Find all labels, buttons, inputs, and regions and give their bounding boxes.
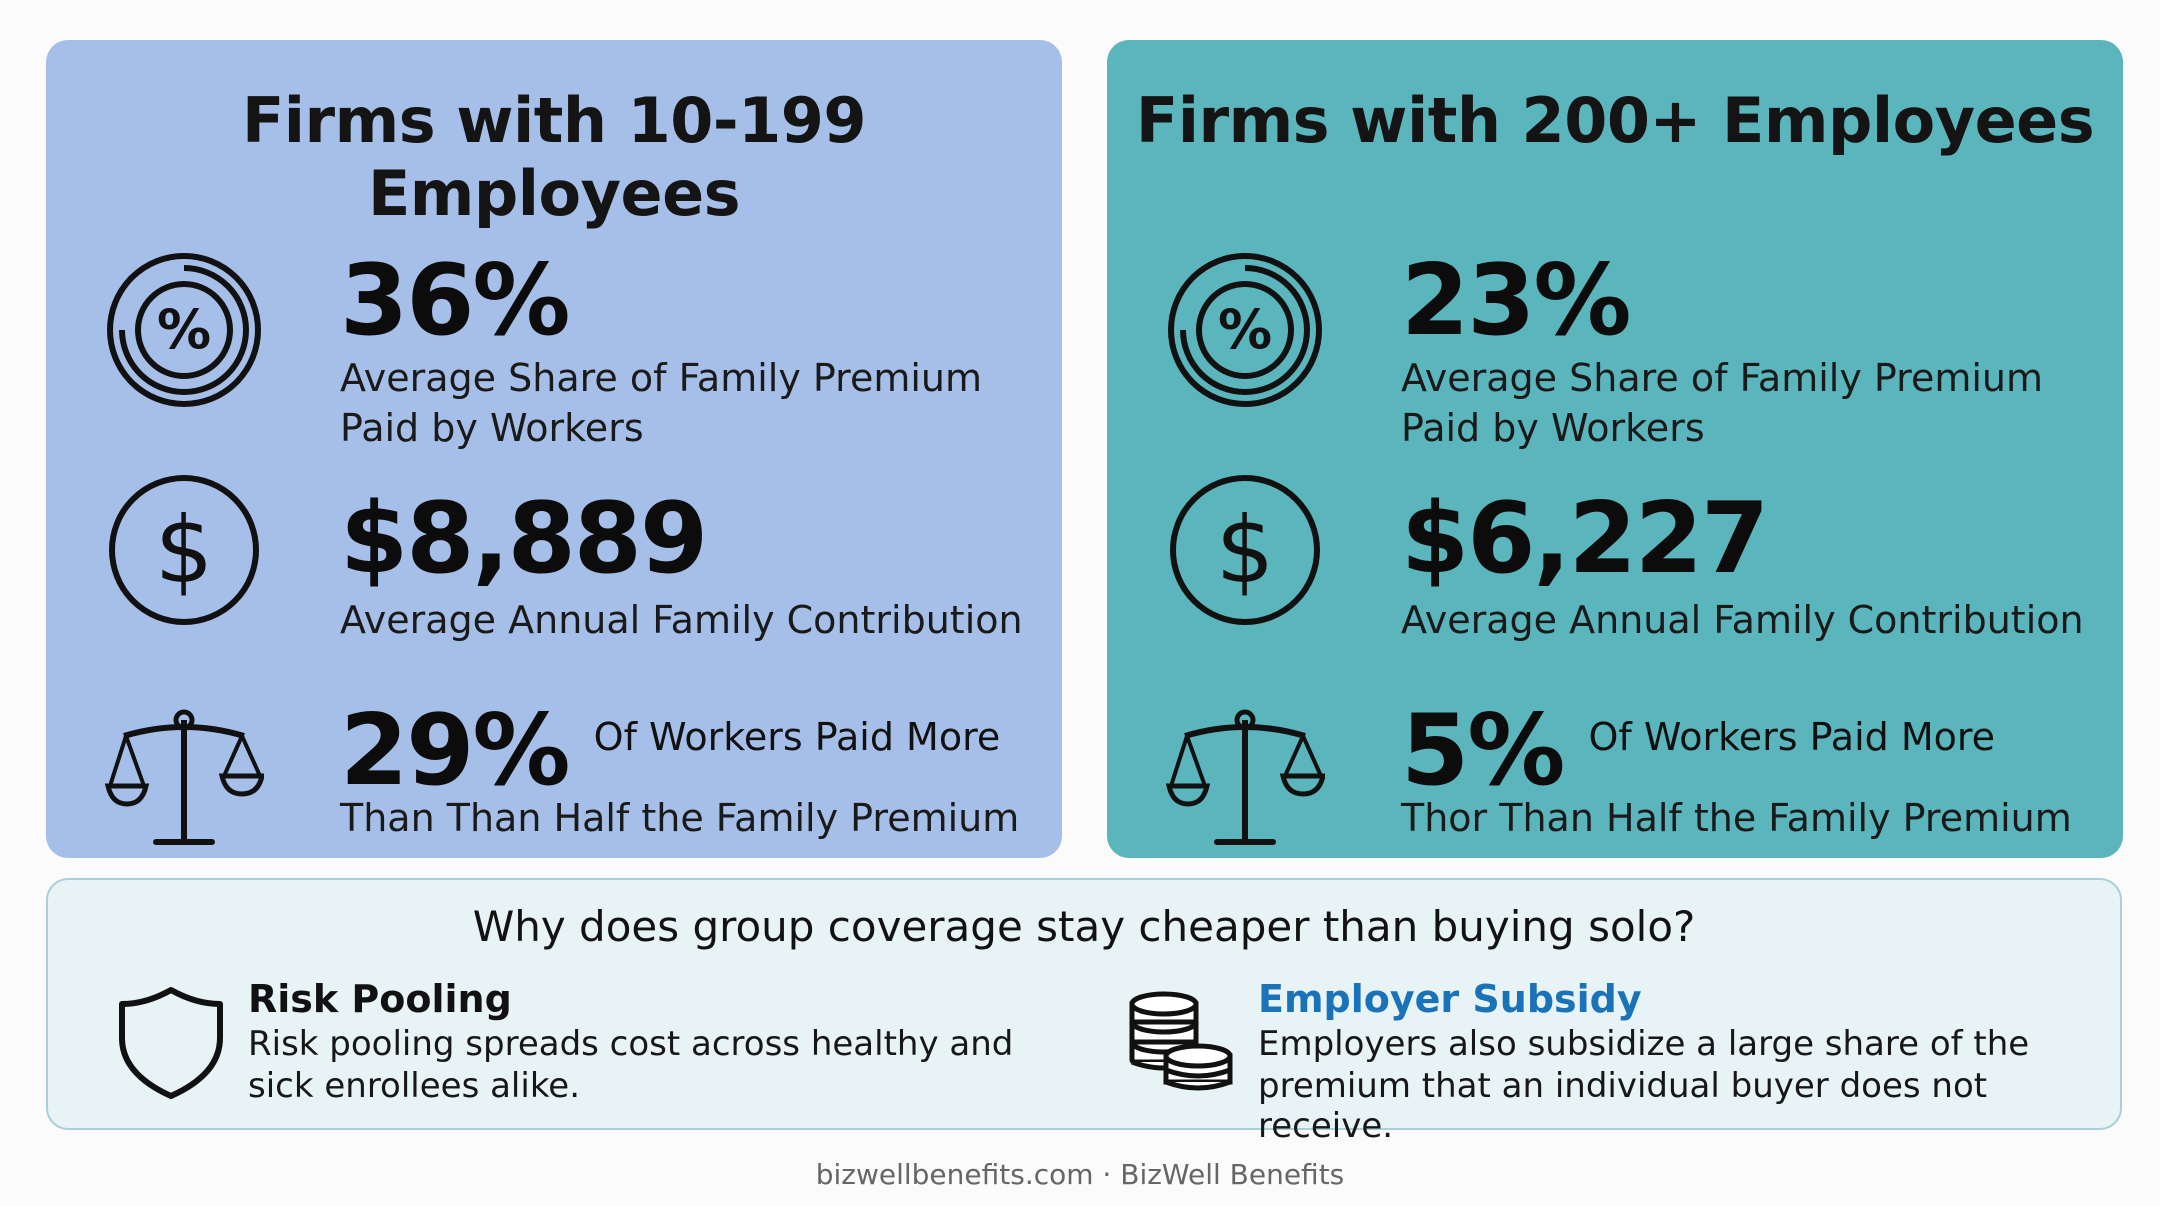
svg-text:%: % bbox=[157, 298, 211, 361]
large-firms-title: Firms with 200+ Employees bbox=[1135, 84, 2095, 157]
large-share-label-2: Paid by Workers bbox=[1401, 406, 1705, 450]
small-over-half-label-2: Than Than Half the Family Premium bbox=[340, 796, 1020, 840]
risk-pooling-heading: Risk Pooling bbox=[248, 977, 512, 1021]
employer-subsidy-body-2: premium that an individual buyer does no… bbox=[1258, 1066, 1988, 1146]
large-contribution-stat: $ $6,227 Average Annual Family Contribut… bbox=[1165, 450, 2093, 642]
small-contribution-label: Average Annual Family Contribution bbox=[340, 598, 1023, 642]
risk-pooling-body-2: sick enrollees alike. bbox=[248, 1066, 581, 1106]
percent-gauge-icon: % bbox=[104, 250, 264, 410]
large-over-half-value: 5% bbox=[1401, 694, 1565, 808]
large-over-half-label-2: Thor Than Half the Family Premium bbox=[1401, 796, 2072, 840]
large-over-half-label-1: Of Workers Paid More bbox=[1588, 715, 1996, 759]
small-over-half-label-1: Of Workers Paid More bbox=[593, 715, 1001, 759]
small-over-half-stat: 29% Of Workers Paid More Than Than Half … bbox=[104, 650, 1032, 850]
small-over-half-value: 29% bbox=[340, 694, 571, 808]
svg-text:%: % bbox=[1218, 298, 1272, 361]
percent-gauge-icon: % bbox=[1165, 250, 1325, 410]
svg-text:$: $ bbox=[1216, 497, 1275, 604]
large-contribution-value: $6,227 bbox=[1401, 482, 1769, 596]
footer-credit: bizwellbenefits.com · BizWell Benefits bbox=[815, 1158, 1345, 1191]
employer-subsidy-heading: Employer Subsidy bbox=[1258, 977, 1642, 1021]
why-title: Why does group coverage stay cheaper tha… bbox=[472, 902, 1696, 951]
employer-subsidy-body-1: Employers also subsidize a large share o… bbox=[1258, 1024, 2030, 1064]
large-over-half-stat: 5% Of Workers Paid More Thor Than Half t… bbox=[1165, 650, 2093, 850]
dollar-icon: $ bbox=[104, 470, 264, 630]
svg-text:$: $ bbox=[155, 497, 214, 604]
dollar-icon: $ bbox=[1165, 470, 1325, 630]
scales-icon bbox=[104, 700, 264, 860]
large-firms-panel: Firms with 200+ Employees % 23% Average … bbox=[1107, 40, 2123, 858]
small-share-label-1: Average Share of Family Premium bbox=[340, 356, 983, 400]
small-share-label-2: Paid by Workers bbox=[340, 406, 644, 450]
small-contribution-value: $8,889 bbox=[340, 482, 708, 596]
large-share-stat: % 23% Average Share of Family Premium Pa… bbox=[1165, 212, 2093, 450]
risk-pooling-body-1: Risk pooling spreads cost across healthy… bbox=[248, 1024, 1014, 1064]
scales-icon bbox=[1165, 700, 1325, 860]
shield-icon bbox=[116, 982, 226, 1102]
small-contribution-stat: $ $8,889 Average Annual Family Contribut… bbox=[104, 450, 1032, 642]
coins-icon bbox=[1126, 982, 1236, 1102]
small-share-value: 36% bbox=[340, 244, 571, 358]
large-contribution-label: Average Annual Family Contribution bbox=[1401, 598, 2084, 642]
large-share-value: 23% bbox=[1401, 244, 1632, 358]
small-firms-panel: Firms with 10-199 Employees % 36% Averag… bbox=[46, 40, 1062, 858]
why-cheaper-section: Why does group coverage stay cheaper tha… bbox=[46, 878, 2122, 1146]
small-share-stat: % 36% Average Share of Family Premium Pa… bbox=[104, 212, 1032, 450]
large-share-label-1: Average Share of Family Premium bbox=[1401, 356, 2044, 400]
small-firms-title: Firms with 10-199 Employees bbox=[241, 84, 867, 230]
